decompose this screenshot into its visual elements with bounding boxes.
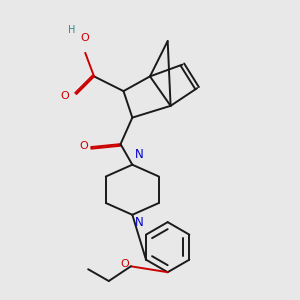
Text: O: O xyxy=(60,91,69,100)
Text: O: O xyxy=(81,32,90,43)
Text: H: H xyxy=(68,25,76,35)
Text: N: N xyxy=(134,216,143,229)
Text: N: N xyxy=(134,148,143,161)
Text: O: O xyxy=(80,141,88,151)
Text: O: O xyxy=(120,259,129,269)
